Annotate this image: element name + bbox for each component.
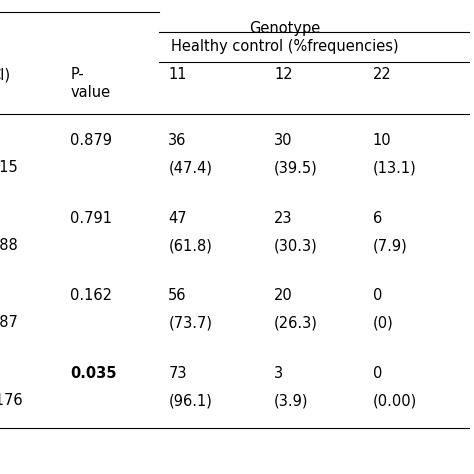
Text: 0.035: 0.035 bbox=[70, 366, 117, 381]
Text: 11: 11 bbox=[168, 67, 187, 82]
Text: (61.8): (61.8) bbox=[168, 238, 212, 254]
Text: (0): (0) bbox=[373, 315, 393, 330]
Text: 36: 36 bbox=[168, 133, 187, 148]
Text: (30.3): (30.3) bbox=[274, 238, 318, 254]
Text: (47.4): (47.4) bbox=[168, 160, 212, 175]
Text: 587: 587 bbox=[0, 315, 18, 330]
Text: 22: 22 bbox=[373, 67, 392, 82]
Text: 0.879: 0.879 bbox=[70, 133, 112, 148]
Text: 20: 20 bbox=[274, 288, 293, 303]
Text: .176: .176 bbox=[0, 393, 23, 409]
Text: P-
value: P- value bbox=[70, 67, 110, 100]
Text: (96.1): (96.1) bbox=[168, 393, 212, 409]
Text: (13.1): (13.1) bbox=[373, 160, 416, 175]
Text: 12: 12 bbox=[274, 67, 292, 82]
Text: 3: 3 bbox=[274, 366, 283, 381]
Text: 6: 6 bbox=[373, 211, 382, 226]
Text: 0.791: 0.791 bbox=[70, 211, 112, 226]
Text: (7.9): (7.9) bbox=[373, 238, 407, 254]
Text: (0.00): (0.00) bbox=[373, 393, 417, 409]
Text: (26.3): (26.3) bbox=[274, 315, 318, 330]
Text: 515: 515 bbox=[0, 160, 18, 175]
Text: 30: 30 bbox=[274, 133, 292, 148]
Text: 73: 73 bbox=[168, 366, 187, 381]
Text: Genotype: Genotype bbox=[249, 21, 320, 36]
Text: 0: 0 bbox=[373, 288, 382, 303]
Text: 0: 0 bbox=[373, 366, 382, 381]
Text: CI): CI) bbox=[0, 67, 10, 82]
Text: Healthy control (%frequencies): Healthy control (%frequencies) bbox=[171, 39, 399, 54]
Text: 56: 56 bbox=[168, 288, 187, 303]
Text: (3.9): (3.9) bbox=[274, 393, 309, 409]
Text: 23: 23 bbox=[274, 211, 292, 226]
Text: (73.7): (73.7) bbox=[168, 315, 212, 330]
Text: 47: 47 bbox=[168, 211, 187, 226]
Text: 10: 10 bbox=[373, 133, 391, 148]
Text: 0.162: 0.162 bbox=[70, 288, 112, 303]
Text: (39.5): (39.5) bbox=[274, 160, 318, 175]
Text: 588: 588 bbox=[0, 238, 18, 254]
